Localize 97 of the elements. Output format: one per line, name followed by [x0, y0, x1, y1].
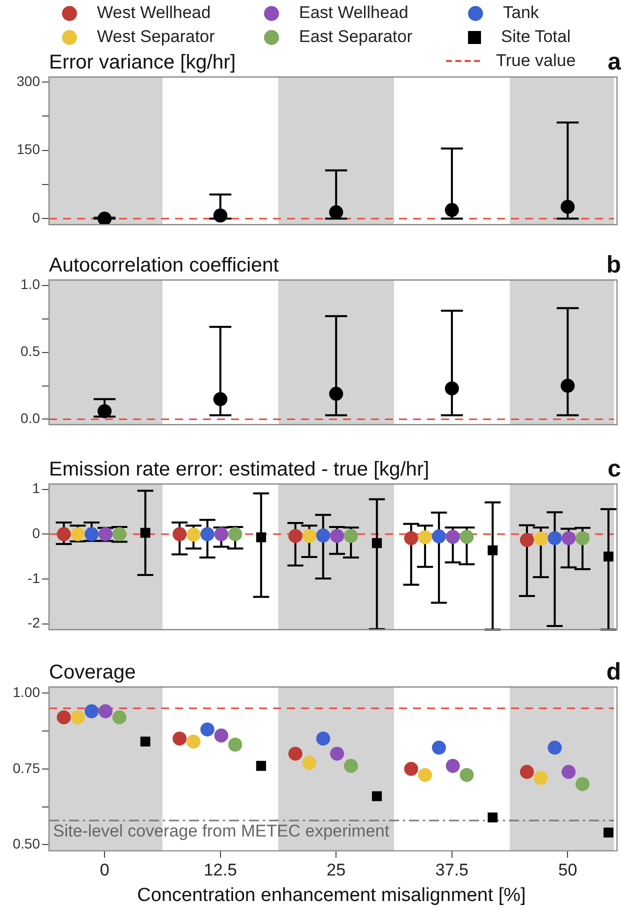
- point: [84, 704, 99, 718]
- legend-label: East Wellhead: [299, 3, 408, 23]
- point: [112, 710, 126, 724]
- ref-line-label: Site-level coverage from METEC experiment: [53, 822, 390, 841]
- point: [344, 528, 358, 543]
- x-tick-label: 12.5: [204, 860, 237, 880]
- legend-label: Tank: [503, 3, 539, 23]
- chart-title: Error variance [kg/hr]: [49, 52, 236, 74]
- point: [446, 530, 460, 544]
- point: [432, 740, 446, 755]
- point: [404, 762, 418, 776]
- y-tick-label: -2: [28, 614, 40, 631]
- point: [560, 378, 575, 393]
- x-tick-label: 50: [558, 860, 578, 880]
- y-tick-label: 1.00: [12, 684, 40, 700]
- chart-title: Autocorrelation coefficient: [49, 254, 280, 277]
- point: [548, 531, 562, 546]
- point: [186, 734, 200, 749]
- legend-label: West Separator: [97, 27, 215, 47]
- point: [256, 760, 266, 771]
- point: [534, 532, 548, 546]
- y-tick-label: 150: [16, 141, 40, 158]
- point: [460, 530, 474, 544]
- point: [98, 704, 112, 718]
- point: [186, 528, 200, 542]
- point: [302, 528, 316, 543]
- point: [56, 527, 71, 542]
- point: [488, 545, 498, 556]
- point: [603, 552, 614, 562]
- y-tick-label: 0.0: [20, 410, 40, 426]
- point: [548, 740, 562, 755]
- point: [329, 386, 344, 401]
- point: [228, 738, 242, 752]
- point: [372, 791, 382, 802]
- point: [316, 732, 330, 746]
- point: [603, 828, 614, 838]
- point: [172, 527, 187, 542]
- y-tick-label: -1: [28, 570, 40, 586]
- legend-label: True value: [496, 51, 576, 71]
- point: [418, 768, 432, 782]
- point: [84, 527, 99, 542]
- point: [140, 528, 150, 538]
- point: [98, 404, 112, 418]
- x-axis-title: Concentration enhancement misalignment [%]: [137, 884, 526, 906]
- point: [372, 538, 382, 548]
- text: d: [606, 658, 621, 686]
- text: b: [606, 252, 621, 279]
- point: [140, 736, 150, 747]
- point: [172, 732, 187, 746]
- legend-label: West Wellhead: [97, 3, 211, 23]
- point: [520, 533, 534, 547]
- legend-label: East Separator: [299, 27, 412, 47]
- point: [576, 531, 590, 546]
- point: [562, 531, 576, 546]
- point: [56, 710, 71, 724]
- text: c: [608, 456, 621, 483]
- y-tick-label: 1.0: [20, 276, 40, 292]
- y-tick-label: 0.50: [12, 836, 40, 852]
- point: [316, 528, 330, 543]
- point: [200, 722, 214, 736]
- point: [288, 746, 302, 761]
- point: [404, 531, 418, 546]
- chart-title: Coverage: [49, 662, 136, 684]
- point: [200, 527, 214, 542]
- point: [446, 758, 460, 773]
- point: [70, 710, 85, 724]
- point: [418, 530, 432, 544]
- y-tick-label: 0: [32, 525, 40, 542]
- point: [214, 527, 228, 542]
- point: [214, 728, 228, 743]
- point: [288, 528, 302, 543]
- x-tick-label: 25: [326, 860, 346, 880]
- point: [330, 528, 344, 543]
- point: [444, 381, 459, 396]
- point: [344, 758, 358, 773]
- y-tick-label: 0.75: [12, 760, 40, 776]
- point: [520, 764, 534, 779]
- text: a: [608, 48, 621, 76]
- y-tick-label: 300: [16, 72, 40, 89]
- x-tick-label: 37.5: [435, 860, 468, 880]
- x-tick-label: 0: [100, 860, 110, 880]
- point: [488, 812, 498, 822]
- point: [562, 764, 576, 779]
- y-tick-label: 0.5: [20, 343, 40, 360]
- point: [302, 756, 316, 770]
- chart-title: Emission rate error: estimated - true [kg/hr]: [49, 458, 430, 481]
- point: [213, 392, 228, 406]
- point: [330, 746, 344, 761]
- point: [256, 532, 266, 542]
- legend-label: Site Total: [501, 27, 571, 47]
- point: [576, 777, 590, 792]
- point: [432, 529, 446, 544]
- point: [228, 527, 242, 542]
- point: [460, 768, 474, 782]
- point: [534, 771, 548, 785]
- y-tick-label: 0: [32, 210, 40, 226]
- y-tick-label: 1: [32, 480, 40, 496]
